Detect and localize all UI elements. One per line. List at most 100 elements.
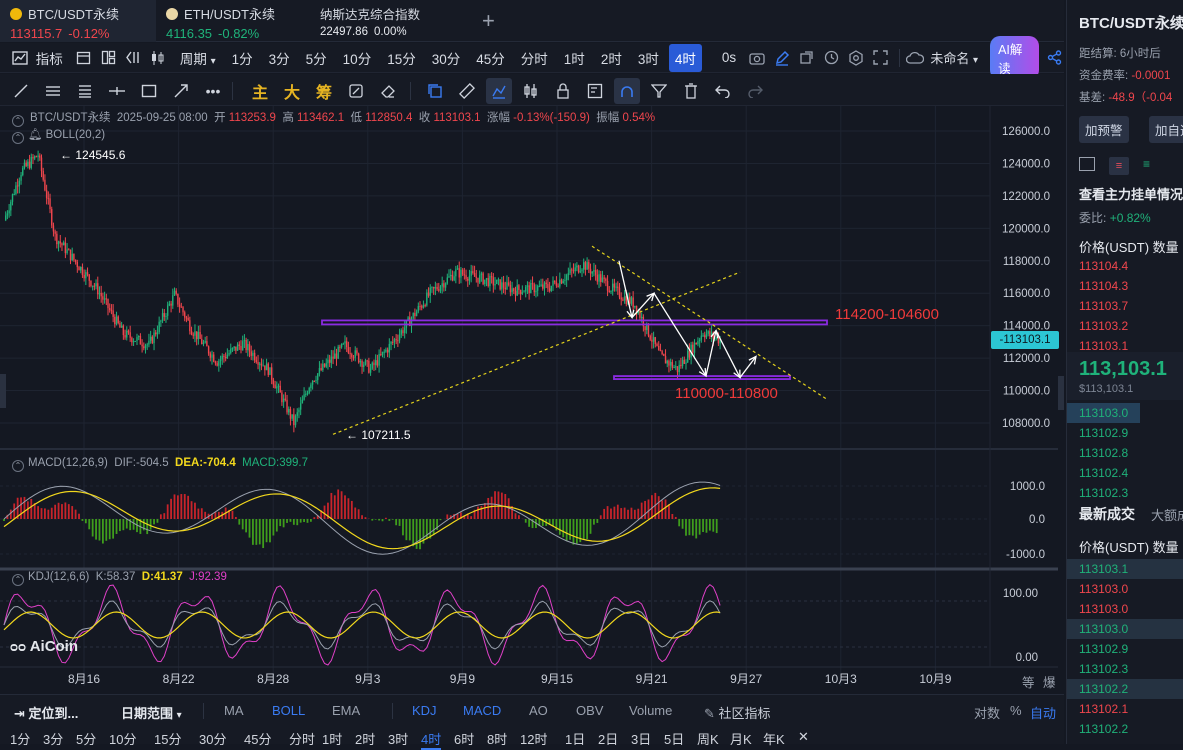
settings-icon[interactable] [846, 47, 866, 69]
kdj-button[interactable]: KDJ [412, 703, 437, 718]
edit-list-icon[interactable] [582, 78, 608, 104]
period-11[interactable]: 4时 [421, 729, 441, 750]
pencil-icon[interactable] [772, 47, 792, 69]
clock-icon[interactable] [821, 47, 841, 69]
interval-0[interactable]: 1分 [226, 44, 259, 72]
fib-tool-icon[interactable] [72, 78, 98, 104]
tab-btc[interactable]: BTC/USDT永续 113115.7-0.12% [0, 0, 156, 42]
candles-icon[interactable] [518, 78, 544, 104]
interval-7[interactable]: 分时 [515, 44, 554, 72]
interval-5[interactable]: 30分 [426, 44, 467, 72]
calendar-icon[interactable] [74, 47, 94, 69]
bid-row[interactable]: 113102.4 [1079, 463, 1128, 483]
period-4[interactable]: 15分 [154, 729, 181, 748]
bid-row[interactable]: 113103.0 [1067, 403, 1140, 423]
trade-row[interactable]: 113103.1 [1067, 559, 1183, 579]
right-scroll-handle[interactable] [1058, 376, 1064, 410]
interval-3[interactable]: 10分 [337, 44, 378, 72]
period-16[interactable]: 2日 [598, 729, 618, 748]
book-bids-icon[interactable]: ≡ [1109, 157, 1129, 175]
period-12[interactable]: 6时 [454, 729, 474, 748]
seconds-button[interactable]: 0s [716, 46, 742, 69]
layout-name-dropdown[interactable]: 未命名 ▾ [924, 44, 984, 71]
bid-row[interactable]: 113102.9 [1079, 423, 1128, 443]
trade-row[interactable]: 113102.1 [1067, 699, 1183, 719]
period-10[interactable]: 3时 [388, 729, 408, 748]
big-order-button[interactable]: 大 [279, 78, 305, 104]
trade-row[interactable]: 113102.3 [1067, 659, 1183, 679]
period-2[interactable]: 5分 [76, 729, 96, 748]
fullscreen-icon[interactable] [871, 47, 891, 69]
period-6[interactable]: 45分 [244, 729, 271, 748]
redo-icon[interactable] [742, 78, 768, 104]
interval-11[interactable]: 4时 [669, 44, 702, 72]
interval-9[interactable]: 2时 [595, 44, 628, 72]
bell-icon[interactable]: 🔔︎ [28, 129, 43, 141]
auto-scale-button[interactable]: 自动 [1030, 703, 1056, 722]
trade-row[interactable]: 113103.0 [1067, 619, 1183, 639]
undo-icon[interactable] [710, 78, 736, 104]
magnet-icon[interactable] [614, 78, 640, 104]
ask-row[interactable]: 113103.2 [1079, 316, 1128, 336]
period-19[interactable]: 周K [697, 729, 719, 748]
bid-row[interactable]: 113102.3 [1079, 483, 1128, 503]
interval-8[interactable]: 1时 [558, 44, 591, 72]
interval-10[interactable]: 3时 [632, 44, 665, 72]
equal-scale-toggle[interactable]: 等 [1022, 672, 1035, 691]
period-1[interactable]: 3分 [43, 729, 63, 748]
more-tools-icon[interactable]: ••• [200, 78, 226, 104]
magnet-draw-icon[interactable] [486, 78, 512, 104]
layout-icon[interactable] [99, 47, 119, 69]
horizontal-line-icon[interactable] [104, 78, 130, 104]
add-alert-button[interactable]: 加预警 [1079, 116, 1129, 143]
period-13[interactable]: 8时 [487, 729, 507, 748]
ask-row[interactable]: 113104.4 [1079, 256, 1128, 276]
ema-button[interactable]: EMA [332, 703, 360, 718]
big-trades-tab[interactable]: 大额成交 [1151, 505, 1183, 524]
rectangle-tool-icon[interactable] [136, 78, 162, 104]
trash-icon[interactable] [678, 78, 704, 104]
macd-button[interactable]: MACD [463, 703, 501, 718]
interval-4[interactable]: 15分 [381, 44, 422, 72]
interval-6[interactable]: 45分 [470, 44, 511, 72]
period-17[interactable]: 3日 [631, 729, 651, 748]
trade-row[interactable]: 113102.2 [1067, 719, 1183, 739]
eraser-icon[interactable] [375, 78, 401, 104]
ai-interpret-button[interactable]: AI解读 [990, 36, 1039, 80]
period-0[interactable]: 1分 [10, 729, 30, 748]
book-mode-icon[interactable] [1079, 157, 1095, 171]
cloud-icon[interactable] [905, 47, 925, 69]
price-chart[interactable]: 126000.0124000.0122000.0120000.0118000.0… [0, 106, 1064, 694]
period-7[interactable]: 分时 [289, 729, 315, 748]
trade-row[interactable]: 113102.2 [1067, 679, 1183, 699]
explode-toggle[interactable]: 爆 [1043, 672, 1056, 691]
visibility-toggle-icon[interactable]: ⌃ [12, 115, 24, 127]
add-tab-button[interactable]: + [482, 8, 495, 34]
lock-icon[interactable] [550, 78, 576, 104]
book-asks-icon[interactable]: ≡ [1143, 157, 1159, 173]
boll-button[interactable]: BOLL [272, 703, 305, 718]
community-indicators-button[interactable]: ✎ 社区指标 [704, 703, 771, 722]
period-5[interactable]: 30分 [199, 729, 226, 748]
period-9[interactable]: 2时 [355, 729, 375, 748]
close-icon[interactable]: ✕ [798, 729, 809, 745]
volume-button[interactable]: Volume [629, 703, 672, 718]
left-scroll-handle[interactable] [0, 374, 6, 408]
copy-icon[interactable] [422, 78, 448, 104]
trade-row[interactable]: 113102.9 [1067, 639, 1183, 659]
visibility-toggle-icon[interactable]: ⌃ [12, 460, 24, 472]
period-dropdown[interactable]: 周期 ▾ [174, 44, 222, 72]
visibility-toggle-icon[interactable]: ⌃ [12, 132, 24, 144]
period-21[interactable]: 年K [763, 729, 785, 748]
tab-eth[interactable]: ETH/USDT永续 4116.35-0.82% [156, 0, 310, 42]
popout-icon[interactable] [797, 47, 817, 69]
interval-1[interactable]: 3分 [263, 44, 296, 72]
trades-tab[interactable]: 最新成交 [1079, 504, 1135, 524]
parallel-lines-icon[interactable] [40, 78, 66, 104]
visibility-toggle-icon[interactable]: ⌃ [12, 574, 24, 586]
indicators-button[interactable]: 指标 [30, 44, 69, 72]
period-3[interactable]: 10分 [109, 729, 136, 748]
candle-type-icon[interactable] [148, 47, 168, 69]
depth-title[interactable]: 查看主力挂单情况 [1079, 184, 1183, 203]
